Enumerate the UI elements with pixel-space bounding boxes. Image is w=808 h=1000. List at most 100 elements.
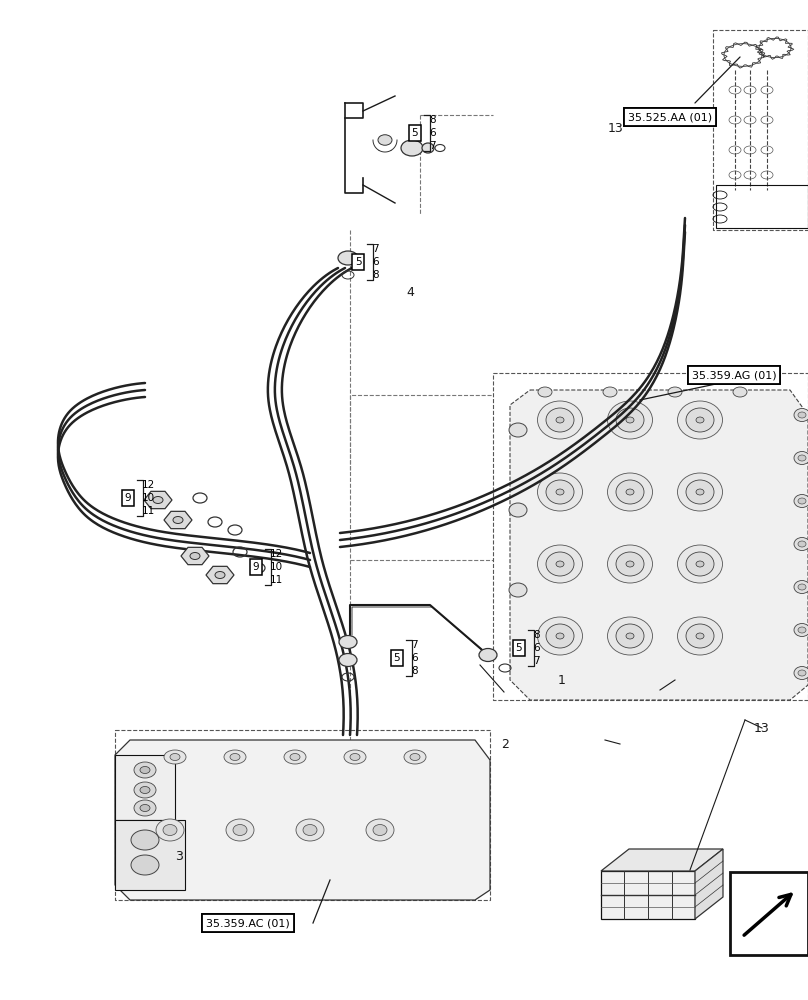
Ellipse shape <box>686 552 714 576</box>
Ellipse shape <box>733 387 747 397</box>
Ellipse shape <box>233 824 247 836</box>
Ellipse shape <box>134 762 156 778</box>
Ellipse shape <box>509 423 527 437</box>
Polygon shape <box>115 740 490 900</box>
Ellipse shape <box>284 750 306 764</box>
Text: 6: 6 <box>372 257 379 267</box>
Ellipse shape <box>794 666 808 680</box>
Text: 5: 5 <box>355 257 361 267</box>
Ellipse shape <box>677 545 722 583</box>
Text: 6: 6 <box>429 128 436 138</box>
Ellipse shape <box>668 387 682 397</box>
Text: 11: 11 <box>142 506 155 516</box>
Ellipse shape <box>686 408 714 432</box>
Ellipse shape <box>546 480 574 504</box>
Ellipse shape <box>537 617 583 655</box>
Ellipse shape <box>378 135 392 145</box>
Polygon shape <box>144 491 172 509</box>
Ellipse shape <box>339 636 357 648</box>
Ellipse shape <box>290 754 300 760</box>
Text: 7: 7 <box>429 141 436 151</box>
Text: 12: 12 <box>270 549 284 559</box>
Text: 10: 10 <box>270 562 283 572</box>
Ellipse shape <box>794 408 808 422</box>
Ellipse shape <box>794 624 808 637</box>
Ellipse shape <box>546 408 574 432</box>
Ellipse shape <box>616 552 644 576</box>
Ellipse shape <box>339 654 357 666</box>
Ellipse shape <box>608 401 653 439</box>
Ellipse shape <box>537 473 583 511</box>
Ellipse shape <box>798 541 806 547</box>
Ellipse shape <box>173 516 183 524</box>
Ellipse shape <box>794 452 808 464</box>
Ellipse shape <box>686 624 714 648</box>
Ellipse shape <box>546 624 574 648</box>
Ellipse shape <box>153 496 163 504</box>
Text: 3: 3 <box>175 850 183 863</box>
Ellipse shape <box>626 417 634 423</box>
Ellipse shape <box>537 545 583 583</box>
Text: 12: 12 <box>142 480 155 490</box>
Bar <box>115 755 175 820</box>
Ellipse shape <box>556 489 564 495</box>
Ellipse shape <box>626 561 634 567</box>
Ellipse shape <box>538 387 552 397</box>
Polygon shape <box>181 547 209 565</box>
Text: 7: 7 <box>372 244 379 254</box>
Text: 35.359.AC (01): 35.359.AC (01) <box>206 918 290 928</box>
Text: 5: 5 <box>516 643 522 653</box>
Ellipse shape <box>798 670 806 676</box>
Ellipse shape <box>626 489 634 495</box>
Text: 35.359.AC (01): 35.359.AC (01) <box>206 918 290 928</box>
Ellipse shape <box>798 412 806 418</box>
Ellipse shape <box>686 480 714 504</box>
Ellipse shape <box>131 855 159 875</box>
Bar <box>716 185 808 228</box>
Text: 35.359.AG (01): 35.359.AG (01) <box>692 370 776 380</box>
Bar <box>115 820 185 890</box>
Text: 8: 8 <box>372 270 379 280</box>
Text: 35.359.AG (01): 35.359.AG (01) <box>692 370 776 380</box>
Bar <box>601 871 695 919</box>
Ellipse shape <box>140 766 150 774</box>
Bar <box>730 872 808 955</box>
Polygon shape <box>510 390 808 700</box>
Polygon shape <box>695 849 723 919</box>
Ellipse shape <box>164 750 186 764</box>
Ellipse shape <box>303 824 317 836</box>
Ellipse shape <box>798 584 806 590</box>
Ellipse shape <box>616 624 644 648</box>
Text: 8: 8 <box>411 666 418 676</box>
Ellipse shape <box>338 251 358 265</box>
Ellipse shape <box>608 473 653 511</box>
Ellipse shape <box>215 572 225 578</box>
Text: 8: 8 <box>533 630 540 640</box>
Ellipse shape <box>296 819 324 841</box>
Text: 9: 9 <box>253 562 259 572</box>
Ellipse shape <box>509 583 527 597</box>
Ellipse shape <box>134 782 156 798</box>
Ellipse shape <box>373 824 387 836</box>
Text: 35.525.AA (01): 35.525.AA (01) <box>628 112 712 122</box>
Text: 13: 13 <box>754 722 770 734</box>
Ellipse shape <box>794 580 808 593</box>
Text: 7: 7 <box>411 640 418 650</box>
Ellipse shape <box>366 819 394 841</box>
Ellipse shape <box>794 538 808 550</box>
Ellipse shape <box>344 750 366 764</box>
Ellipse shape <box>140 786 150 794</box>
Ellipse shape <box>603 387 617 397</box>
Ellipse shape <box>350 754 360 760</box>
Ellipse shape <box>537 401 583 439</box>
Polygon shape <box>601 849 723 871</box>
Ellipse shape <box>677 401 722 439</box>
Ellipse shape <box>677 617 722 655</box>
Ellipse shape <box>156 819 184 841</box>
Ellipse shape <box>677 473 722 511</box>
Ellipse shape <box>163 824 177 836</box>
Ellipse shape <box>696 633 704 639</box>
Ellipse shape <box>794 494 808 508</box>
Text: 5: 5 <box>412 128 419 138</box>
Text: 8: 8 <box>429 115 436 125</box>
